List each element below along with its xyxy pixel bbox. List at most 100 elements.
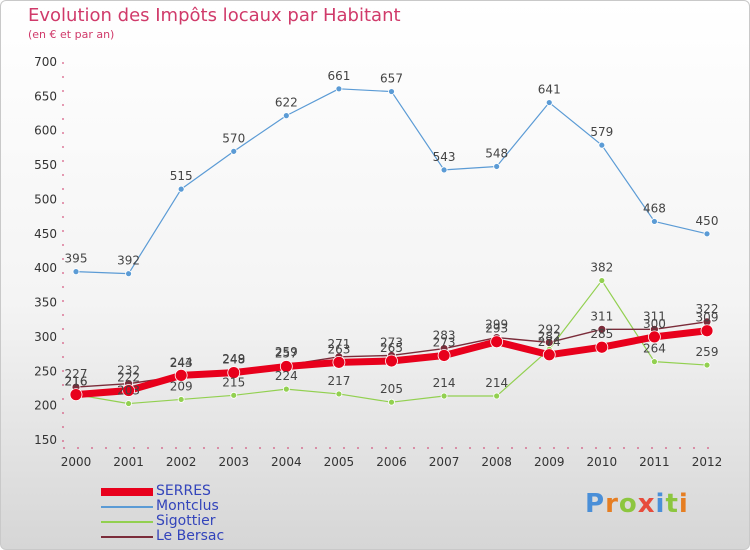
montclus-data-label: 395 [65,252,88,266]
y-tick-label: 600 [34,124,57,138]
sigottier-data-label: 264 [643,342,666,356]
montclus-data-label: 392 [117,254,140,268]
sigottier-data-label: 203 [117,384,140,398]
x-tick-label: 2005 [324,455,355,469]
y-tick-label: 500 [34,192,57,206]
le-bersac-data-label: 249 [222,352,245,366]
x-tick-label: 2003 [218,455,249,469]
y-tick-label: 650 [34,89,57,103]
le-bersac-data-label: 243 [170,356,193,370]
montclus-point [651,218,658,225]
serres-point [595,340,609,354]
serres-data-label: 265 [380,341,403,355]
sigottier-point [651,358,658,366]
legend-item-serres: SERRES [101,483,261,500]
montclus-point [125,270,132,278]
montclus-point [493,163,501,170]
le-bersac-data-label: 227 [65,367,88,381]
serres-data-label: 257 [275,346,298,360]
sigottier-data-label: 259 [696,345,719,359]
le-bersac-data-label: 299 [485,318,508,332]
montclus-point [388,88,395,95]
serres-data-label: 293 [485,322,508,336]
proxiti-logo: Proxiti [585,489,689,519]
serres-point [122,384,135,397]
y-tick-label: 350 [34,296,57,310]
montclus-point [703,230,711,238]
sigottier-point [335,390,343,398]
sigottier-data-label: 209 [170,379,193,393]
serres-point [437,349,451,362]
x-tick-label: 2012 [692,455,723,469]
montclus-point [282,112,290,120]
montclus-point [598,141,606,149]
serres-point [542,348,556,362]
montclus-point [335,85,343,93]
y-tick-label: 700 [34,55,57,69]
legend-item-le-bersac: Le Bersac [101,528,261,545]
sigottier-point [388,398,395,406]
chart-title: Evolution des Impôts locaux par Habitant [28,5,401,26]
le-bersac-data-label: 311 [643,309,666,323]
montclus-data-label: 570 [222,131,245,145]
le-bersac-data-label: 271 [327,337,350,351]
le-bersac-data-label: 311 [590,309,613,323]
sigottier-point [703,361,711,369]
serres-data-label: 244 [170,355,193,369]
chart-subtitle: (en € et par an) [28,28,115,41]
legend-label-le-bersac: Le Bersac [156,528,225,544]
serres-data-label: 285 [590,327,613,341]
serres-point [700,324,714,338]
sigottier-point [125,400,132,407]
sigottier-point [440,392,448,400]
le-bersac-data-label: 232 [117,364,140,378]
x-tick-label: 2000 [61,455,92,469]
le-bersac-data-label: 292 [538,322,561,336]
logo-letter: i [655,489,666,519]
sigottier-data-label: 224 [275,369,298,383]
serres-data-label: 274 [538,335,561,349]
montclus-data-label: 543 [433,150,456,164]
serres-point [490,335,504,349]
x-tick-label: 2011 [639,455,670,469]
montclus-point [440,166,448,174]
sigottier-data-label: 214 [433,376,456,390]
serres-data-label: 222 [117,371,140,385]
sigottier-data-label: 215 [222,375,245,389]
serres-point [648,330,661,344]
y-tick-label: 400 [34,261,57,275]
legend-item-sigottier: Sigottier [101,513,261,530]
montclus-data-label: 579 [590,125,613,139]
serres-data-label: 263 [327,342,350,356]
serres-point [227,366,241,380]
montclus-data-label: 515 [170,169,193,183]
logo-letter: o [618,489,638,519]
legend-swatch-sigottier [101,521,153,523]
y-tick-label: 550 [34,158,57,172]
logo-letter: x [637,489,656,519]
serres-point [174,368,188,382]
montclus-point [177,185,185,193]
montclus-data-label: 622 [275,96,298,110]
montclus-data-label: 468 [643,201,666,215]
montclus-data-label: 661 [327,69,350,83]
logo-letter: P [585,489,606,519]
le-bersac-data-label: 273 [380,335,403,349]
montclus-point [230,147,238,155]
x-tick-label: 2010 [587,455,618,469]
le-bersac-data-label: 259 [275,345,298,359]
x-tick-label: 2008 [481,455,512,469]
x-tick-label: 2009 [534,455,565,469]
le-bersac-data-label: 322 [696,302,719,316]
legend-swatch-le-bersac [101,536,153,538]
serres-point [69,388,83,402]
sigottier-point [282,385,290,393]
serres-data-label: 309 [696,311,719,325]
legend-label-montclus: Montclus [156,498,219,514]
y-tick-label: 300 [34,330,57,344]
legend-label-serres: SERRES [156,483,211,499]
sigottier-point [493,392,501,400]
y-tick-label: 150 [34,433,57,447]
le-bersac-point [544,338,554,347]
